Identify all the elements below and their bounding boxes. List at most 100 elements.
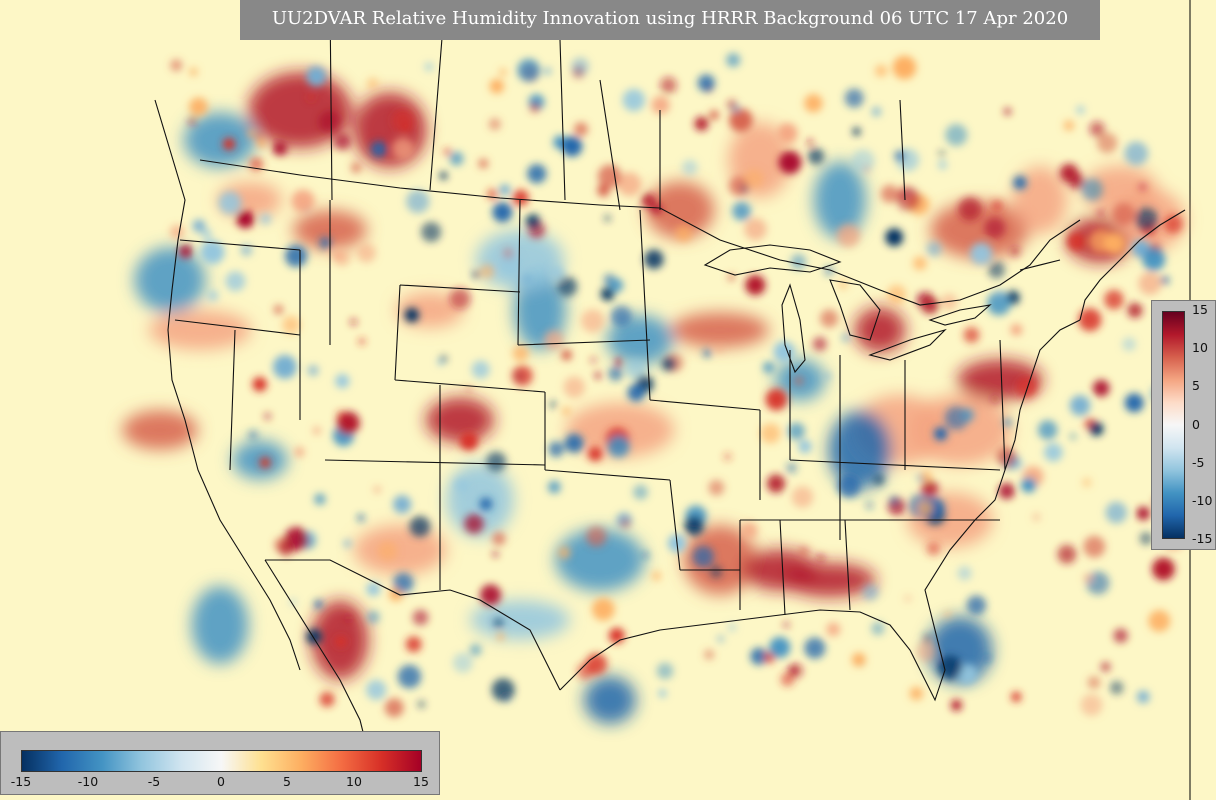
political-boundaries <box>154 0 1186 761</box>
horizontal-colorbar-tick: 0 <box>217 774 225 789</box>
field-speck <box>511 365 533 387</box>
field-speck <box>564 433 584 453</box>
horizontal-colorbar-tick: 5 <box>283 774 291 789</box>
field-speck <box>453 477 469 493</box>
field-speck <box>294 447 305 457</box>
field-speck <box>729 108 753 132</box>
field-speck <box>1059 163 1079 183</box>
field-speck <box>806 139 814 146</box>
field-speck <box>517 58 541 82</box>
field-speck <box>726 53 741 68</box>
field-speck <box>486 451 507 472</box>
field-speck <box>660 76 677 94</box>
field-speck <box>192 219 206 233</box>
field-speck <box>1124 141 1149 166</box>
field-speck <box>773 341 795 363</box>
field-speck <box>651 571 662 581</box>
field-speck <box>957 663 978 685</box>
field-speck <box>1097 209 1105 217</box>
field-speck <box>703 349 711 358</box>
field-speck <box>478 158 489 169</box>
field-speck <box>282 315 301 334</box>
field-blob <box>122 410 198 450</box>
field-speck <box>880 184 899 203</box>
field-speck <box>491 678 515 702</box>
field-speck <box>873 474 885 486</box>
field-speck <box>675 225 692 242</box>
field-speck <box>1089 422 1104 436</box>
field-speck <box>963 327 980 343</box>
field-speck <box>610 305 632 327</box>
horizontal-colorbar-tick: -10 <box>77 774 99 789</box>
field-speck <box>723 453 732 461</box>
field-speck <box>661 356 677 372</box>
field-speck <box>1136 690 1150 704</box>
field-speck <box>306 531 316 541</box>
field-speck <box>916 640 938 662</box>
lake-superior <box>703 244 842 276</box>
state-border <box>174 199 1006 616</box>
page-title: UU2DVAR Relative Humidity Innovation usi… <box>240 0 1100 40</box>
field-speck <box>405 636 422 653</box>
field-speck <box>424 62 434 71</box>
field-speck <box>449 288 471 310</box>
field-speck <box>604 215 611 222</box>
field-speck <box>1124 393 1144 413</box>
field-speck <box>562 407 571 416</box>
field-speck <box>492 551 499 558</box>
field-speck <box>260 213 271 225</box>
field-speck <box>1069 395 1091 416</box>
field-speck <box>240 244 253 256</box>
field-speck <box>709 565 723 578</box>
field-speck <box>1082 478 1092 487</box>
field-speck <box>571 57 589 75</box>
field-blob <box>583 676 637 724</box>
vertical-colorbar-tick: -15 <box>1192 531 1213 546</box>
field-speck <box>1057 544 1077 564</box>
field-speck <box>189 97 208 117</box>
field-speck <box>1135 207 1158 231</box>
northeast-coastline <box>1079 209 1186 321</box>
field-speck <box>370 141 387 158</box>
field-speck <box>1011 691 1022 702</box>
field-speck <box>285 244 308 268</box>
field-speck <box>333 249 351 266</box>
field-speck <box>1139 532 1153 545</box>
field-speck <box>499 252 522 275</box>
field-speck <box>318 110 342 134</box>
field-speck <box>464 514 484 534</box>
field-speck <box>841 333 850 342</box>
field-speck <box>886 284 907 305</box>
vertical-colorbar-tick: 5 <box>1192 378 1200 393</box>
field-speck <box>367 610 380 624</box>
field-speck <box>384 698 404 718</box>
field-speck <box>966 595 987 616</box>
field-speck <box>409 516 431 537</box>
field-speck <box>684 516 704 536</box>
field-blob <box>828 410 892 490</box>
field-speck <box>314 493 326 505</box>
field-speck <box>366 679 387 701</box>
field-speck <box>581 309 605 333</box>
field-speck <box>493 617 504 628</box>
field-speck <box>188 117 197 125</box>
field-speck <box>1016 376 1038 398</box>
field-speck <box>459 432 479 451</box>
field-speck <box>777 123 798 144</box>
field-speck <box>1104 289 1124 310</box>
field-blob <box>353 524 447 576</box>
field-speck <box>200 240 225 265</box>
field-speck <box>996 446 1016 466</box>
field-speck <box>608 627 625 644</box>
field-speck <box>740 522 758 539</box>
field-speck <box>791 486 814 508</box>
field-speck <box>744 217 767 241</box>
field-speck <box>984 217 1006 239</box>
field-speck <box>642 193 656 208</box>
field-speck <box>633 484 648 500</box>
field-speck <box>207 290 219 302</box>
field-speck <box>865 501 874 510</box>
field-speck <box>480 584 502 606</box>
lake-michigan <box>781 283 806 374</box>
field-speck <box>259 456 271 469</box>
